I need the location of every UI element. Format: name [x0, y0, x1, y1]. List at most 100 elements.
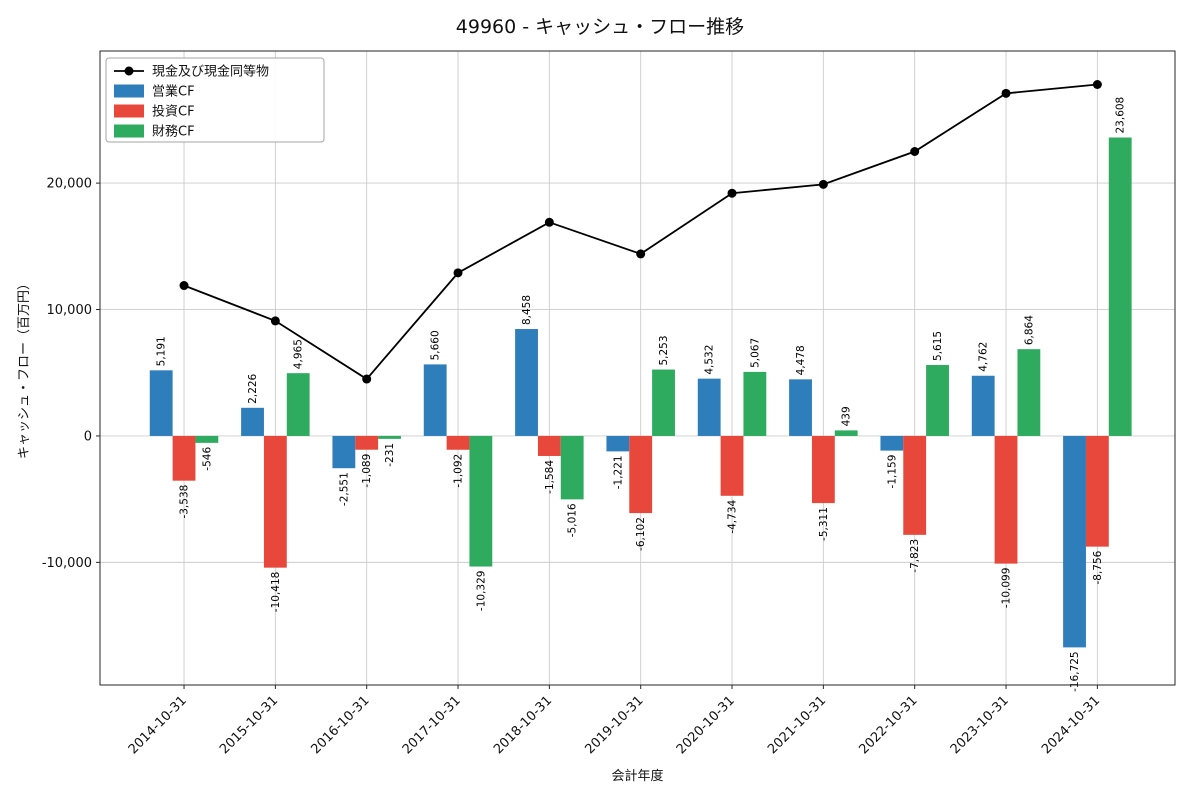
- bar-投資CF: [1085, 435, 1109, 547]
- bar-財務CF: [652, 369, 675, 436]
- bar-value-label: 4,478: [795, 345, 807, 375]
- bar-投資CF: [172, 435, 196, 481]
- bar-value-label: -1,221: [612, 455, 624, 489]
- cash-line-marker: [1001, 88, 1011, 98]
- cash-line-marker: [362, 374, 372, 384]
- bar-財務CF: [195, 435, 219, 443]
- bar-value-label: -231: [384, 443, 396, 467]
- x-axis-title: 会計年度: [611, 768, 663, 784]
- bar-営業CF: [971, 375, 995, 436]
- plot-area: [100, 51, 1175, 685]
- bar-value-label: 2,226: [247, 373, 259, 403]
- cash-line-marker: [636, 249, 646, 259]
- cash-line-marker: [179, 281, 189, 291]
- legend-label: 現金及び現金同等物: [152, 64, 269, 80]
- bar-財務CF: [743, 371, 767, 436]
- x-tick-label: 2018-10-31: [491, 693, 555, 757]
- bar-value-label: 4,762: [978, 342, 990, 372]
- bar-投資CF: [720, 435, 744, 496]
- bar-投資CF: [446, 435, 470, 450]
- cash-line-marker: [818, 179, 828, 189]
- bar-投資CF: [994, 435, 1018, 564]
- bar-value-label: -10,418: [270, 572, 282, 613]
- bar-value-label: 5,253: [658, 335, 670, 365]
- bar-value-label: -1,089: [361, 454, 373, 488]
- legend-label: 営業CF: [152, 84, 195, 100]
- y-tick-label: 10,000: [47, 303, 93, 318]
- bar-営業CF: [149, 370, 173, 436]
- legend-swatch: [114, 84, 144, 98]
- bar-value-label: 6,864: [1023, 315, 1035, 345]
- bar-財務CF: [926, 364, 949, 436]
- bar-value-label: -3,538: [179, 485, 191, 519]
- cash-line-marker: [453, 268, 463, 278]
- bar-value-label: 4,965: [293, 339, 305, 369]
- bar-投資CF: [629, 435, 653, 514]
- x-tick-label: 2023-10-31: [948, 693, 1012, 757]
- legend-line-marker: [124, 66, 134, 76]
- bar-投資CF: [537, 435, 561, 456]
- y-tick-label: 0: [84, 429, 92, 444]
- bar-営業CF: [241, 407, 264, 436]
- bar-財務CF: [560, 435, 584, 500]
- legend-swatch: [114, 104, 144, 118]
- bar-営業CF: [515, 329, 538, 436]
- x-tick-label: 2015-10-31: [217, 693, 281, 757]
- bar-財務CF: [1017, 349, 1041, 436]
- legend-label: 財務CF: [152, 125, 195, 140]
- y-tick-label: -10,000: [42, 556, 92, 571]
- plot-border: [99, 50, 1176, 686]
- bar-財務CF: [286, 373, 310, 436]
- bar-value-label: -1,584: [544, 460, 556, 494]
- y-tick-label: 20,000: [47, 177, 93, 192]
- x-tick-label: 2021-10-31: [765, 693, 829, 757]
- bar-投資CF: [263, 435, 287, 568]
- cash-line-marker: [727, 188, 737, 198]
- bar-営業CF: [606, 435, 630, 452]
- bar-営業CF: [880, 435, 904, 451]
- bar-value-label: -5,016: [567, 503, 579, 537]
- bar-value-label: -1,159: [886, 455, 898, 489]
- x-tick-label: 2020-10-31: [674, 693, 738, 757]
- cash-line-marker: [270, 316, 280, 326]
- y-axis-title: キャッシュ・フロー（百万円）: [17, 277, 32, 459]
- bar-value-label: -7,823: [909, 539, 921, 573]
- x-tick-label: 2017-10-31: [400, 693, 464, 757]
- bar-財務CF: [378, 435, 401, 439]
- x-tick-label: 2022-10-31: [856, 693, 920, 757]
- cash-line-marker: [910, 147, 920, 157]
- chart-title: 49960 - キャッシュ・フロー推移: [455, 16, 745, 38]
- bar-value-label: 5,067: [749, 338, 761, 368]
- x-tick-label: 2019-10-31: [582, 693, 646, 757]
- bar-value-label: 23,608: [1115, 97, 1127, 134]
- x-tick-label: 2024-10-31: [1039, 693, 1103, 757]
- bar-value-label: -546: [201, 447, 213, 471]
- bar-営業CF: [332, 435, 356, 469]
- bar-value-label: -10,329: [475, 571, 487, 612]
- legend-box: [105, 57, 325, 143]
- x-tick-label: 2016-10-31: [308, 693, 372, 757]
- bar-財務CF: [1108, 137, 1132, 436]
- bar-投資CF: [811, 435, 835, 504]
- bar-投資CF: [355, 435, 379, 450]
- bar-財務CF: [834, 430, 858, 436]
- bar-value-label: -10,099: [1001, 568, 1013, 609]
- bar-value-label: -8,756: [1092, 550, 1104, 584]
- legend-label: 投資CF: [152, 104, 195, 120]
- bar-営業CF: [789, 379, 812, 436]
- bar-財務CF: [469, 435, 493, 567]
- x-tick-label: 2014-10-31: [126, 693, 190, 757]
- bar-営業CF: [423, 364, 447, 436]
- bar-value-label: -2,551: [338, 472, 350, 506]
- bar-value-label: -4,734: [727, 499, 739, 533]
- bar-value-label: -5,311: [818, 507, 830, 541]
- bar-営業CF: [1063, 435, 1086, 648]
- bar-value-label: 5,191: [156, 336, 168, 366]
- bar-value-label: -16,725: [1069, 651, 1081, 692]
- bar-value-label: 8,458: [521, 295, 533, 325]
- bar-value-label: 439: [841, 406, 853, 426]
- bar-value-label: -6,102: [635, 517, 647, 551]
- bar-value-label: -1,092: [453, 454, 465, 488]
